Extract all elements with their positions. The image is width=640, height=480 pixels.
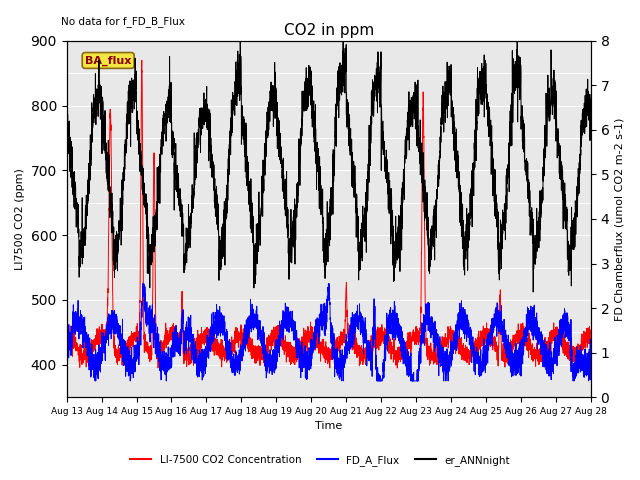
Text: BA_flux: BA_flux [85,55,131,66]
Legend: LI-7500 CO2 Concentration, FD_A_Flux, er_ANNnight: LI-7500 CO2 Concentration, FD_A_Flux, er… [126,451,514,470]
Title: CO2 in ppm: CO2 in ppm [284,24,374,38]
Text: No data for f_FD_B_Flux: No data for f_FD_B_Flux [61,16,186,27]
X-axis label: Time: Time [315,421,342,432]
Y-axis label: LI7500 CO2 (ppm): LI7500 CO2 (ppm) [15,168,25,270]
Y-axis label: FD Chamberflux (umol CO2 m-2 s-1): FD Chamberflux (umol CO2 m-2 s-1) [615,117,625,321]
